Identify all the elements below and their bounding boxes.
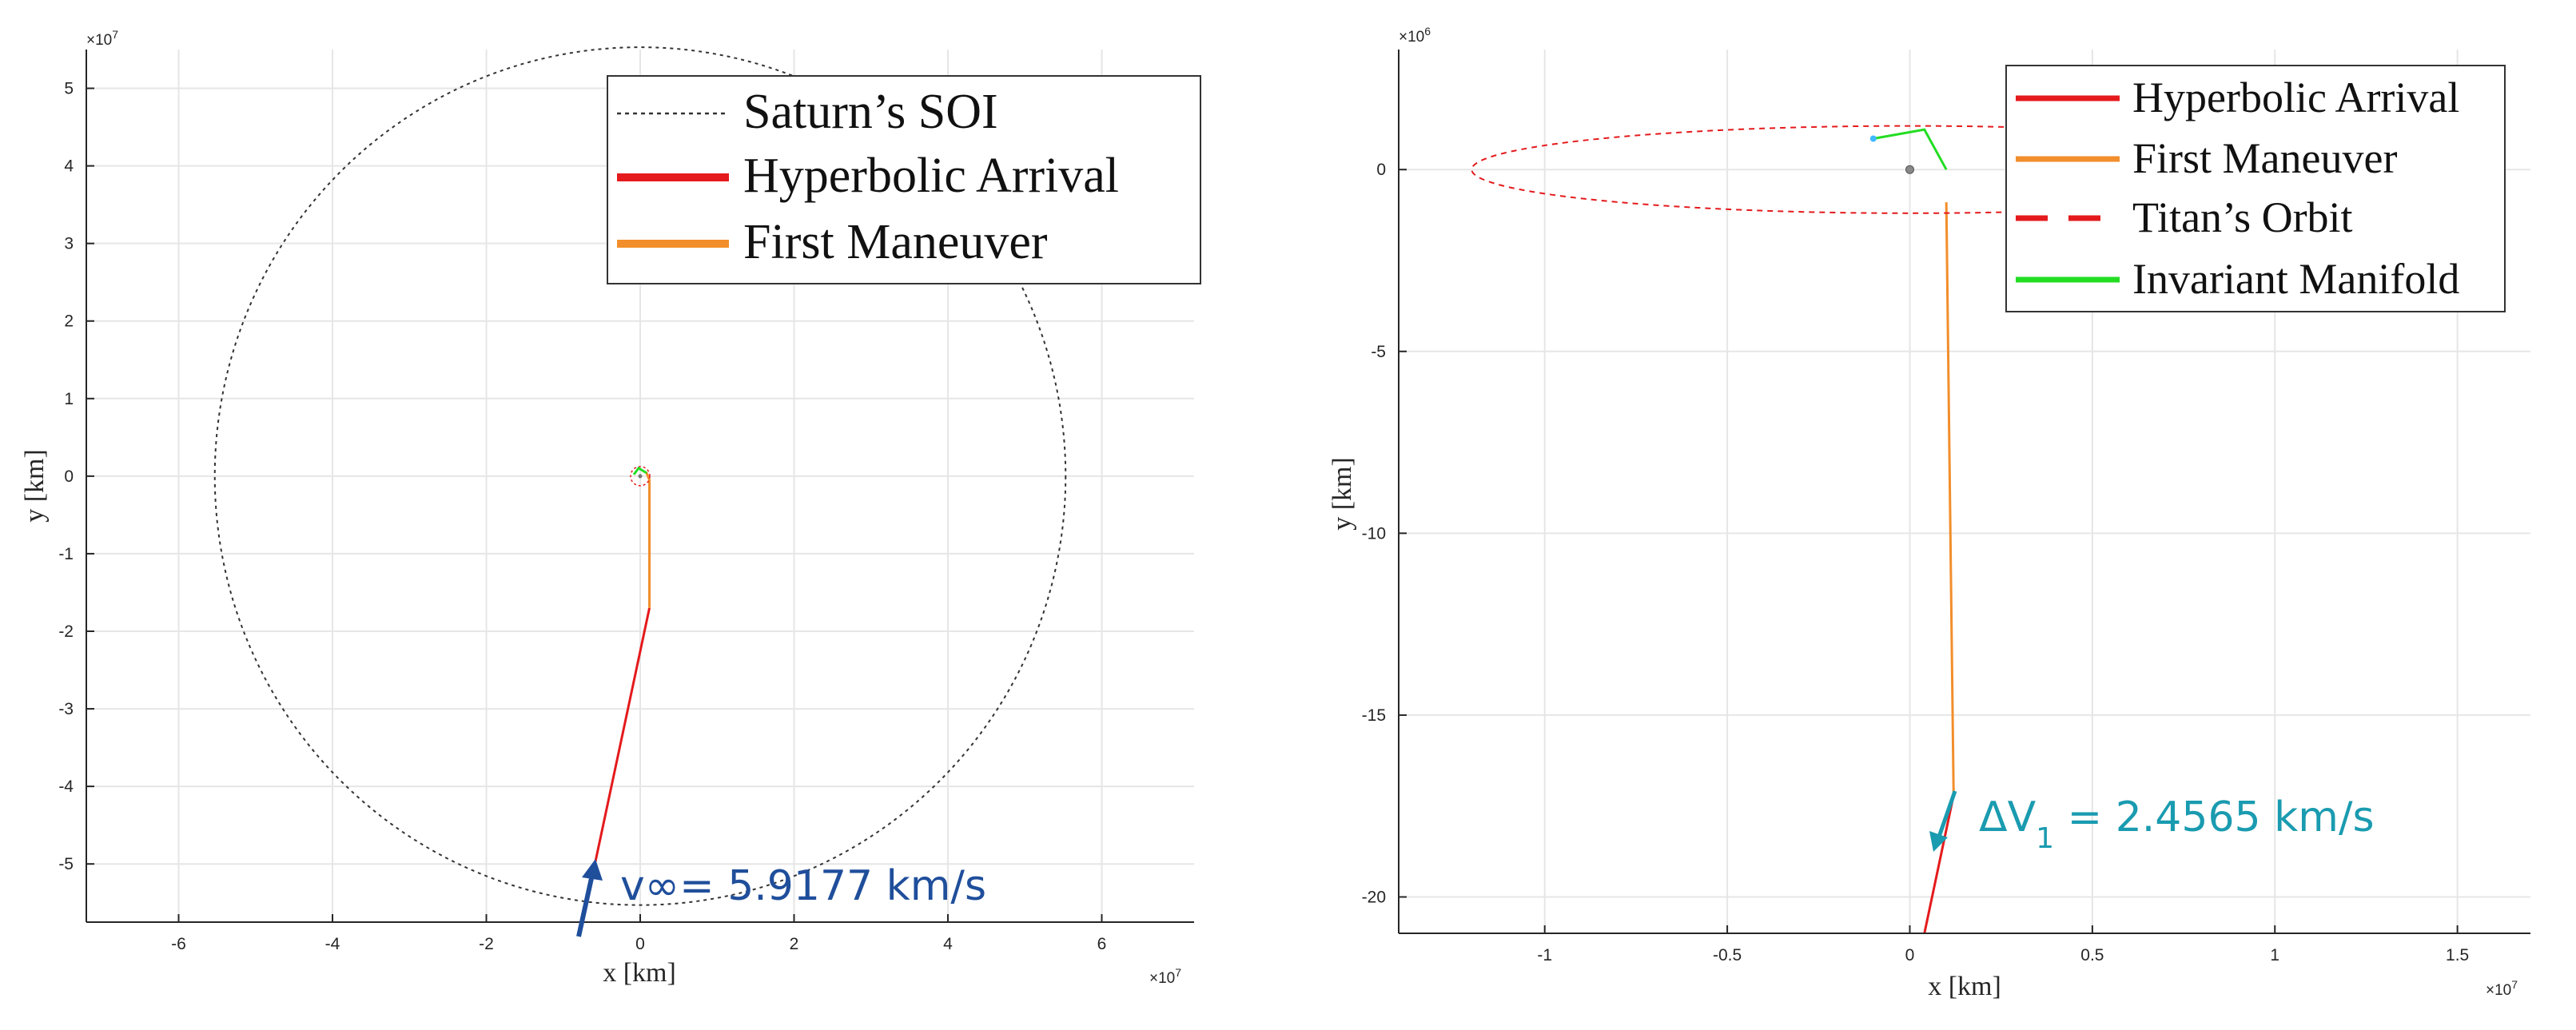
r-manifold-start-point [1869,135,1877,142]
l-y-tick-label-6: -1 [58,545,74,563]
l-x-tick-label-3: 0 [635,935,645,953]
l-y-tick-label-3: 2 [64,312,74,331]
left-axes [86,50,1194,923]
right-dv-annotation-rest: = 2.4565 km/s [2054,793,2375,841]
left-y-axis-label: y [km] [20,449,50,523]
r-series-0-line [1923,794,1955,934]
right-y-axis-label: y [km] [1328,457,1357,531]
l-x-tick-label-6: 6 [1097,935,1107,953]
r-y-tick-label-4: -20 [1362,888,1386,906]
l-y-tick-label-0: 5 [64,80,74,98]
l-y-tick-label-9: -4 [58,777,74,796]
l-y-tick-label-7: -2 [58,622,74,641]
right-x-axis-label: x [km] [1928,972,2001,1001]
l-y-tick-label-5: 0 [64,467,74,486]
l-x-tick-label-1: -4 [325,935,340,953]
r-x-tick-label-3: 0.5 [2080,946,2104,964]
l-y-tick-label-10: -5 [58,855,74,873]
right-plot: -1 -0.5 0 0.5 1 1.5 0 -5 -10 -15 -20 ×106 ×107 x … [1328,25,2530,1001]
l-y-tick-label-4: 1 [64,390,74,408]
right-y-exponent: ×106 [1399,25,1431,46]
left-legend-label-hyperbolic: Hyperbolic Arrival [743,149,1119,203]
left-vinf-arrowhead [582,859,603,881]
right-y-tick-labels: 0 -5 -10 -15 -20 [1362,161,1386,906]
right-legend-label-titan-orbit: Titan’s Orbit [2132,193,2353,241]
l-x-tick-label-2: -2 [479,935,494,953]
r-x-tick-label-1: -0.5 [1713,946,1742,964]
r-y-tick-label-1: -5 [1371,343,1386,361]
right-legend: Hyperbolic Arrival First Maneuver Titan’… [2005,65,2506,312]
right-dv-annotation: ΔV1 = 2.4565 km/s [1979,793,2375,855]
r-y-tick-label-0: 0 [1376,161,1386,179]
r-x-tick-label-2: 0 [1905,946,1915,964]
l-y-tick-label-2: 3 [64,235,74,253]
left-y-exponent: ×107 [86,28,118,49]
right-x-exponent: ×107 [2486,978,2518,999]
l-x-tick-label-4: 2 [790,935,799,953]
left-legend: Saturn’s SOI Hyperbolic Arrival First Ma… [607,75,1201,284]
r-series-3-line [1873,128,1948,170]
right-dv-annotation-main: ΔV [1979,793,2037,841]
right-dv-annotation-sub: 1 [2036,822,2054,855]
left-plot: -6 -4 -2 0 2 4 6 5 4 3 2 1 0 -1 -2 -3 -4 -5 ×107 ×107 x … [20,28,1201,988]
l-manifold [632,466,647,475]
left-y-tick-labels: 5 4 3 2 1 0 -1 -2 -3 -4 -5 [58,80,74,874]
left-legend-label-soi: Saturn’s SOI [743,85,998,139]
left-x-exponent: ×107 [1149,966,1181,987]
right-x-tick-labels: -1 -0.5 0 0.5 1 1.5 [1537,946,2469,964]
l-saturn-point [638,474,643,479]
right-legend-label-manifold: Invariant Manifold [2132,255,2459,303]
r-x-tick-label-4: 1 [2270,946,2279,964]
left-legend-label-first-maneuver: First Maneuver [743,215,1048,269]
l-series-0-circle [213,46,1067,906]
r-saturn-point [1905,165,1914,174]
l-x-tick-label-5: 4 [943,935,953,953]
right-dv-arrow [1936,790,1957,840]
right-legend-box [2005,65,2506,312]
right-axes [1398,50,2530,934]
r-y-tick-label-3: -15 [1362,706,1386,725]
l-y-tick-label-1: 4 [64,157,74,176]
r-x-tick-label-5: 1.5 [2446,946,2469,964]
left-vinf-arrow [576,870,595,937]
right-legend-label-hyperbolic: Hyperbolic Arrival [2132,74,2459,121]
right-dv-arrowhead [1929,831,1948,852]
right-legend-label-first-maneuver: First Maneuver [2132,134,2397,182]
r-series-1-line [1945,202,1955,796]
l-titan-orbit [630,466,651,487]
l-x-tick-label-0: -6 [171,935,186,953]
left-vinf-annotation: v∞= 5.9177 km/s [620,862,986,910]
left-x-axis-label: x [km] [603,958,676,988]
r-y-tick-label-2: -10 [1362,524,1386,543]
r-x-tick-label-0: -1 [1537,946,1552,964]
left-x-tick-labels: -6 -4 -2 0 2 4 6 [171,935,1106,953]
l-series-2-line [645,471,651,608]
l-y-tick-label-8: -3 [58,700,74,718]
